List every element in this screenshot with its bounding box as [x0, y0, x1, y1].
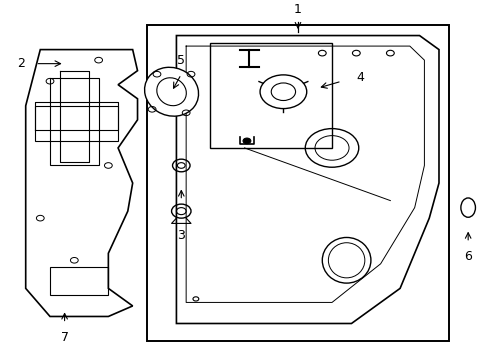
Text: 6: 6 [463, 250, 471, 263]
Bar [147, 25, 448, 341]
Ellipse shape [460, 198, 474, 217]
Text: 2: 2 [17, 57, 25, 70]
Text: 5: 5 [177, 54, 185, 67]
Text: 4: 4 [356, 71, 364, 84]
Ellipse shape [328, 243, 364, 278]
Circle shape [243, 138, 250, 144]
Text: 7: 7 [61, 330, 68, 343]
Bar [35, 106, 118, 141]
Bar [50, 267, 108, 296]
Text: 1: 1 [293, 3, 301, 16]
Polygon shape [176, 36, 438, 324]
Ellipse shape [157, 78, 186, 106]
Ellipse shape [322, 238, 370, 283]
Bar [210, 42, 331, 148]
Text: 3: 3 [177, 229, 185, 242]
Polygon shape [26, 50, 137, 316]
Bar [50, 78, 99, 166]
Ellipse shape [144, 67, 198, 116]
